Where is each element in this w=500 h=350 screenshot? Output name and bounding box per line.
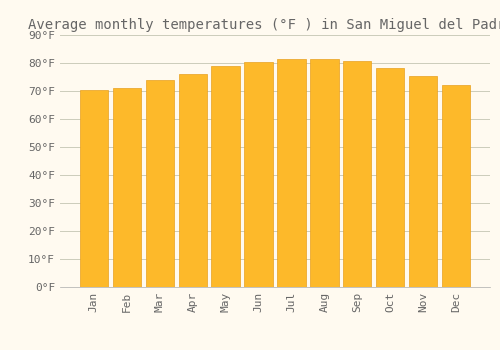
Bar (344, 61, 371, 287)
Bar (178, 74, 206, 287)
Bar (278, 60, 305, 287)
Bar (410, 76, 438, 287)
Bar (80, 90, 108, 287)
Bar (376, 68, 404, 287)
Bar (212, 66, 240, 287)
Title: Average monthly temperatures (°F ) in San Miguel del Padrón: Average monthly temperatures (°F ) in Sa… (28, 18, 500, 33)
Bar (442, 85, 470, 287)
Bar (146, 80, 174, 287)
Bar (310, 59, 338, 287)
Bar (244, 62, 272, 287)
Bar (112, 88, 140, 287)
